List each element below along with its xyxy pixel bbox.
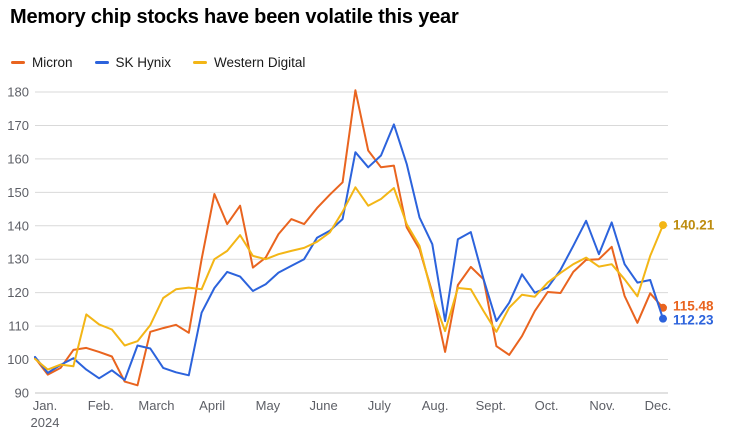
- y-tick-180: 180: [7, 85, 29, 100]
- x-tick-april: April: [199, 398, 225, 413]
- x-tick-year: 2024: [31, 415, 60, 430]
- y-tick-150: 150: [7, 185, 29, 200]
- y-tick-120: 120: [7, 285, 29, 300]
- x-tick-sept-: Sept.: [476, 398, 506, 413]
- legend-label-micron: Micron: [32, 55, 73, 70]
- legend-dash-icon-micron: [11, 61, 25, 64]
- western-digital-line: [34, 186, 664, 371]
- y-tick-170: 170: [7, 118, 29, 133]
- x-tick-june: June: [310, 398, 338, 413]
- sk-hynix-end-label: 112.23: [673, 313, 714, 328]
- legend-item-western-digital: Western Digital: [193, 55, 305, 70]
- western-digital-end-label: 140.21: [673, 218, 715, 233]
- legend-label-western-digital: Western Digital: [214, 55, 306, 70]
- western-digital-end-dot: [659, 221, 667, 230]
- x-tick-oct-: Oct.: [535, 398, 559, 413]
- micron-end-label: 115.48: [673, 299, 714, 314]
- chart-legend: Micron SK Hynix Western Digital: [11, 55, 305, 70]
- y-tick-90: 90: [15, 386, 29, 401]
- legend-item-micron: Micron: [11, 55, 73, 70]
- y-tick-140: 140: [7, 218, 29, 233]
- sk-hynix-end-dot: [659, 314, 667, 323]
- x-tick-july: July: [368, 398, 392, 413]
- x-tick-jan-: Jan.: [33, 398, 58, 413]
- x-tick-march: March: [138, 398, 174, 413]
- y-tick-160: 160: [7, 151, 29, 166]
- x-tick-dec-: Dec.: [645, 398, 672, 413]
- x-tick-aug-: Aug.: [422, 398, 449, 413]
- legend-dash-icon-sk-hynix: [94, 61, 109, 64]
- legend-dash-icon-western-digital: [193, 61, 208, 64]
- x-tick-feb-: Feb.: [88, 398, 114, 413]
- y-tick-100: 100: [7, 352, 29, 367]
- legend-label-sk-hynix: SK Hynix: [115, 55, 172, 70]
- x-tick-may: May: [256, 398, 281, 413]
- x-tick-nov-: Nov.: [589, 398, 615, 413]
- y-tick-110: 110: [8, 319, 29, 334]
- micron-line: [34, 89, 664, 387]
- legend-item-sk-hynix: SK Hynix: [94, 55, 172, 70]
- y-tick-130: 130: [7, 252, 29, 267]
- sk-hynix-line: [34, 123, 664, 381]
- chart-title: Memory chip stocks have been volatile th…: [10, 6, 459, 28]
